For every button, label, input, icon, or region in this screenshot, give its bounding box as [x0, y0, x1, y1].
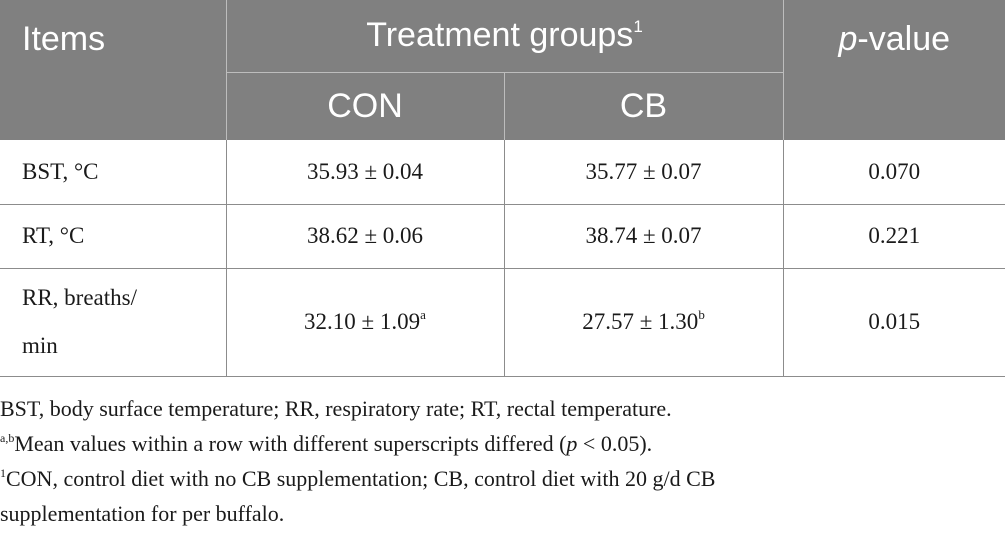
footnote-ab-text-post: < 0.05).: [577, 431, 653, 456]
header-con-label: CON: [327, 86, 403, 125]
footnote-superscripts: a,bMean values within a row with differe…: [0, 426, 1005, 461]
row-p-value: 0.221: [782, 204, 1005, 269]
row-label: RT, °C: [0, 204, 226, 269]
footnote-1-line-1: 1CON, control diet with no CB supplement…: [0, 461, 1005, 496]
footnote-ab-marker: a,b: [0, 431, 15, 445]
footnote-1-marker: 1: [0, 466, 6, 480]
header-items: Items: [0, 0, 226, 140]
table-row: RT, °C 38.62 ± 0.06 38.74 ± 0.07 0.221: [0, 204, 1005, 269]
footnote-1-text: CON, control diet with no CB supplementa…: [6, 466, 716, 491]
row-p-value: 0.070: [782, 140, 1005, 205]
header-treatment-groups: Treatment groups1: [225, 0, 783, 73]
table-row: RR, breaths/ min 32.10 ± 1.09a 27.57 ± 1…: [0, 268, 1005, 377]
header-cb-label: CB: [619, 86, 668, 125]
footnote-ab-p: p: [566, 431, 578, 456]
header-treatment-groups-label: Treatment groups: [366, 16, 634, 55]
row-label: RR, breaths/ min: [0, 268, 226, 377]
footnote-ab-text-pre: Mean values within a row with different …: [14, 431, 567, 456]
header-items-label: Items: [22, 20, 106, 58]
header-con: CON: [225, 72, 504, 140]
row-con-number: 32.10 ± 1.09: [304, 309, 421, 334]
row-cb-value: 27.57 ± 1.30b: [503, 268, 783, 377]
row-label: BST, °C: [0, 140, 226, 205]
header-p-rest: -value: [857, 20, 951, 58]
data-table: Items Treatment groups1 p-value CON CB B…: [0, 0, 1005, 377]
row-con-superscript: a: [420, 307, 426, 322]
row-label-line-2: min: [22, 333, 58, 358]
header-row-1: Items Treatment groups1 p-value: [0, 0, 1005, 140]
header-p-value: p-value: [782, 0, 1005, 140]
table-row: BST, °C 35.93 ± 0.04 35.77 ± 0.07 0.070: [0, 140, 1005, 205]
table-footnotes: BST, body surface temperature; RR, respi…: [0, 391, 1005, 531]
row-label-line-1: RR, breaths/: [22, 285, 137, 310]
row-p-value: 0.015: [782, 268, 1005, 377]
row-con-value: 35.93 ± 0.04: [225, 140, 504, 205]
row-con-value: 38.62 ± 0.06: [225, 204, 504, 269]
footnote-abbreviations: BST, body surface temperature; RR, respi…: [0, 396, 672, 421]
row-cb-value: 35.77 ± 0.07: [503, 140, 783, 205]
header-cb: CB: [503, 72, 783, 140]
row-con-value: 32.10 ± 1.09a: [225, 268, 504, 377]
header-p-italic: p: [838, 20, 858, 58]
footnote-1-line-2: supplementation for per buffalo.: [0, 501, 285, 526]
header-treatment-groups-sup: 1: [633, 17, 643, 37]
row-cb-superscript: b: [698, 307, 705, 322]
row-cb-number: 27.57 ± 1.30: [582, 309, 699, 334]
row-cb-value: 38.74 ± 0.07: [503, 204, 783, 269]
